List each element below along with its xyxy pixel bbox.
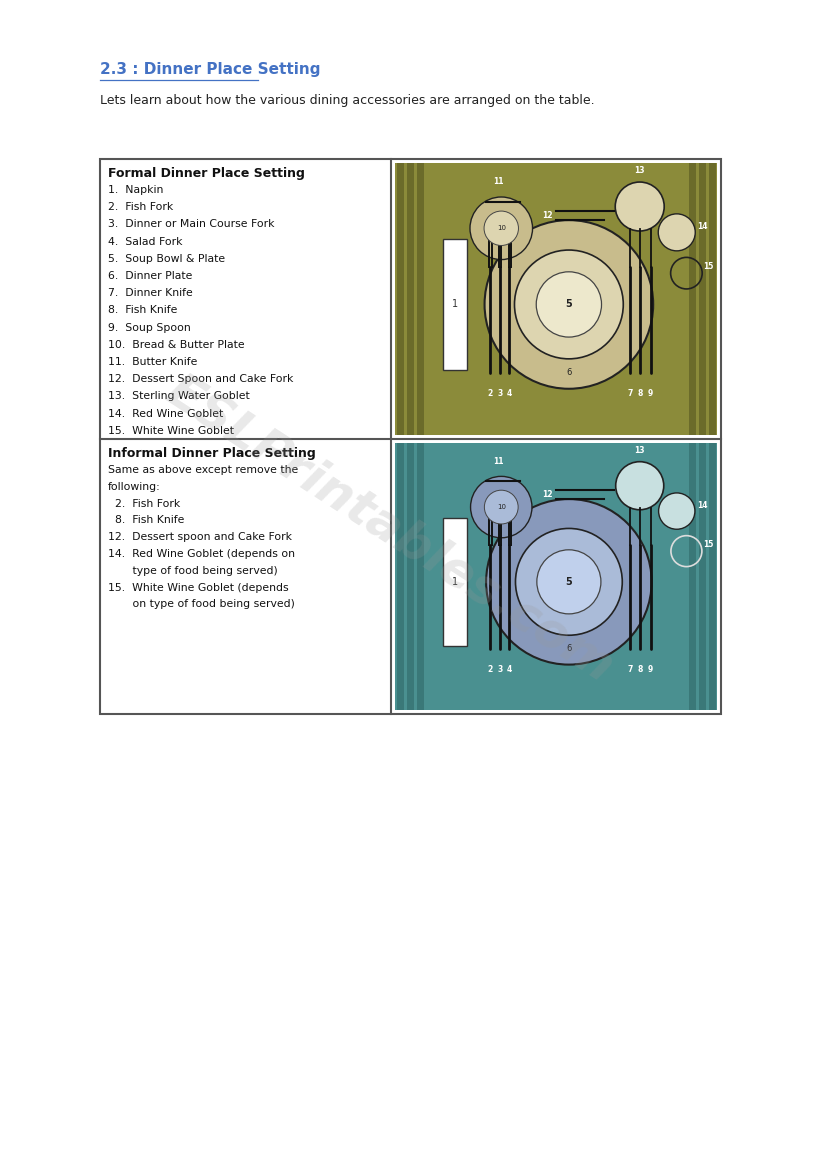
Circle shape — [470, 477, 532, 538]
Text: 12: 12 — [543, 210, 553, 220]
Text: 15.  White Wine Goblet: 15. White Wine Goblet — [108, 426, 234, 436]
Text: 1: 1 — [452, 299, 458, 310]
Text: 10: 10 — [497, 504, 506, 510]
Text: 9: 9 — [648, 389, 654, 397]
Text: 2: 2 — [488, 665, 493, 673]
Bar — [709, 162, 716, 435]
Text: 8: 8 — [638, 665, 643, 673]
Bar — [699, 162, 706, 435]
Text: 13.  Sterling Water Goblet: 13. Sterling Water Goblet — [108, 392, 250, 401]
Text: 10.  Bread & Butter Plate: 10. Bread & Butter Plate — [108, 340, 245, 350]
Text: 3: 3 — [497, 389, 502, 397]
Bar — [407, 162, 414, 435]
Text: type of food being served): type of food being served) — [108, 566, 277, 576]
Text: 5: 5 — [566, 299, 572, 310]
Text: 4.  Salad Fork: 4. Salad Fork — [108, 236, 182, 247]
Text: 8.  Fish Knife: 8. Fish Knife — [108, 305, 177, 316]
Text: 11: 11 — [493, 457, 503, 465]
Text: 8: 8 — [638, 389, 643, 397]
Circle shape — [537, 549, 601, 614]
Text: 5.  Soup Bowl & Plate: 5. Soup Bowl & Plate — [108, 254, 225, 264]
Bar — [443, 518, 467, 646]
Text: Lets learn about how the various dining accessories are arranged on the table.: Lets learn about how the various dining … — [100, 94, 594, 108]
Bar — [397, 443, 404, 710]
Text: 4: 4 — [507, 665, 512, 673]
Text: 7: 7 — [627, 389, 633, 397]
Text: following:: following: — [108, 482, 161, 492]
Bar — [395, 443, 717, 710]
Text: 6.  Dinner Plate: 6. Dinner Plate — [108, 271, 192, 281]
Circle shape — [484, 212, 519, 245]
Text: 11.  Butter Knife: 11. Butter Knife — [108, 357, 197, 367]
Circle shape — [484, 490, 518, 524]
Bar — [407, 443, 414, 710]
Circle shape — [615, 182, 664, 231]
Circle shape — [470, 198, 533, 260]
Text: Formal Dinner Place Setting: Formal Dinner Place Setting — [108, 167, 305, 180]
Text: Same as above except remove the: Same as above except remove the — [108, 465, 298, 475]
Text: 13: 13 — [635, 166, 645, 175]
Text: 5: 5 — [566, 576, 572, 587]
Text: 1.  Napkin: 1. Napkin — [108, 185, 163, 195]
Circle shape — [616, 462, 663, 510]
Text: 14.  Red Wine Goblet (depends on: 14. Red Wine Goblet (depends on — [108, 549, 295, 559]
Text: 7.  Dinner Knife: 7. Dinner Knife — [108, 289, 193, 298]
Bar — [417, 443, 424, 710]
Text: 2.  Fish Fork: 2. Fish Fork — [108, 499, 181, 509]
Text: 2.3 : Dinner Place Setting: 2.3 : Dinner Place Setting — [100, 62, 320, 77]
Text: 2: 2 — [488, 389, 493, 397]
Text: 4: 4 — [507, 389, 512, 397]
Text: 6: 6 — [566, 368, 571, 376]
Circle shape — [658, 493, 695, 530]
Bar — [689, 443, 696, 710]
Text: 6: 6 — [566, 644, 571, 653]
Text: Informal Dinner Place Setting: Informal Dinner Place Setting — [108, 447, 316, 459]
Text: 11: 11 — [493, 177, 503, 186]
Text: 15.  White Wine Goblet (depends: 15. White Wine Goblet (depends — [108, 582, 289, 593]
Bar — [100, 159, 721, 714]
Text: 12.  Dessert Spoon and Cake Fork: 12. Dessert Spoon and Cake Fork — [108, 374, 293, 385]
Circle shape — [486, 499, 652, 665]
Text: 14: 14 — [697, 222, 708, 231]
Bar — [397, 162, 404, 435]
Bar — [699, 443, 706, 710]
Text: ESLPrintables.com: ESLPrintables.com — [158, 366, 622, 692]
Text: 15: 15 — [703, 540, 713, 549]
Text: 3: 3 — [497, 665, 502, 673]
Text: 12: 12 — [543, 490, 553, 499]
Text: 1: 1 — [452, 576, 458, 587]
Text: 13: 13 — [635, 447, 645, 455]
Text: 7: 7 — [627, 665, 633, 673]
Circle shape — [515, 250, 623, 359]
Text: on type of food being served): on type of food being served) — [108, 600, 295, 609]
Text: 3.  Dinner or Main Course Fork: 3. Dinner or Main Course Fork — [108, 220, 274, 229]
Bar — [395, 162, 717, 435]
Circle shape — [484, 220, 654, 389]
Text: 9: 9 — [648, 665, 654, 673]
Circle shape — [516, 528, 622, 635]
Circle shape — [536, 272, 602, 337]
Text: 14: 14 — [697, 502, 708, 510]
Bar — [417, 162, 424, 435]
Text: 8.  Fish Knife: 8. Fish Knife — [108, 516, 185, 525]
Circle shape — [658, 214, 695, 251]
Bar — [709, 443, 716, 710]
Text: 14.  Red Wine Goblet: 14. Red Wine Goblet — [108, 409, 223, 419]
Bar — [443, 240, 467, 369]
Text: 9.  Soup Spoon: 9. Soup Spoon — [108, 323, 190, 333]
Text: 2.  Fish Fork: 2. Fish Fork — [108, 202, 173, 213]
Text: 10: 10 — [497, 226, 506, 231]
Bar — [689, 162, 696, 435]
Text: 12.  Dessert spoon and Cake Fork: 12. Dessert spoon and Cake Fork — [108, 532, 292, 542]
Text: 15: 15 — [703, 262, 713, 271]
